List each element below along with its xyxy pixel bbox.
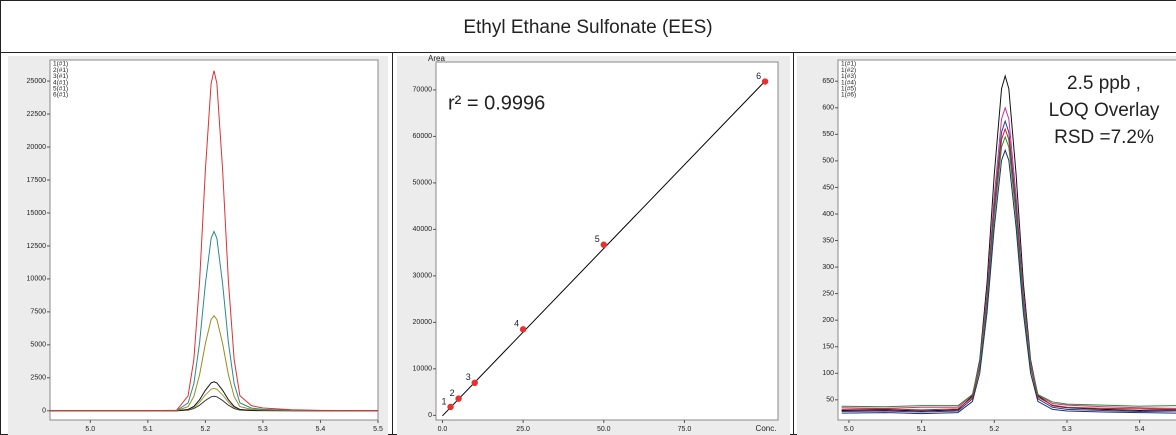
annotation: RSD =7.2% xyxy=(1054,127,1154,148)
legend-entry: 1(#4) xyxy=(841,79,856,86)
legend-entry: 1(#5) xyxy=(841,86,856,93)
trendline xyxy=(442,80,766,417)
legend-entry: 5(#1) xyxy=(53,86,68,93)
y-tick-label: 5000 xyxy=(30,342,46,349)
y-tick-label: 150 xyxy=(822,344,834,351)
x-tick-label: 5.0 xyxy=(85,426,95,433)
annotation: r² = 0.9996 xyxy=(448,92,545,114)
legend-entry: 2(#1) xyxy=(53,67,68,74)
legend-entry: 3(#1) xyxy=(53,73,68,80)
y-tick-label: 200 xyxy=(822,317,834,324)
y-tick-label: 500 xyxy=(822,158,834,165)
y-tick-label: 2500 xyxy=(30,375,46,382)
x-tick-label: 5.5 xyxy=(373,426,383,433)
x-tick-label: 75.0 xyxy=(678,426,692,433)
point-label: 4 xyxy=(514,319,519,329)
y-tick-label: 600 xyxy=(822,105,834,112)
y-tick-label: 100 xyxy=(822,370,834,377)
y-tick-label: 70000 xyxy=(413,87,433,94)
y-axis-label: Area xyxy=(428,54,445,63)
y-tick-label: 15000 xyxy=(27,210,47,217)
plot-area xyxy=(837,59,1176,421)
x-tick-label: 5.0 xyxy=(844,426,854,433)
y-tick-label: 450 xyxy=(822,184,834,191)
y-tick-label: 20000 xyxy=(27,144,47,151)
y-tick-label: 50 xyxy=(826,397,834,404)
annotation: LOQ Overlay xyxy=(1049,100,1160,121)
point-label: 6 xyxy=(756,71,761,81)
x-axis-label: Conc. xyxy=(756,424,777,433)
x-tick-label: 5.1 xyxy=(917,426,927,433)
data-point xyxy=(447,403,454,411)
y-tick-label: 12500 xyxy=(27,243,47,250)
chromatogram-line xyxy=(841,119,1176,413)
y-tick-label: 550 xyxy=(822,131,834,138)
chromatogram-line xyxy=(841,106,1176,409)
data-point xyxy=(761,78,769,85)
y-tick-label: 10000 xyxy=(27,276,47,283)
chromatogram-line xyxy=(50,230,378,412)
y-tick-label: 300 xyxy=(822,264,834,271)
y-tick-label: 650 xyxy=(822,78,834,85)
series-group xyxy=(50,70,378,412)
y-tick-label: 60000 xyxy=(413,133,433,140)
x-tick-label: 5.2 xyxy=(989,426,999,433)
plot-area xyxy=(49,59,379,421)
x-tick-label: 0.0 xyxy=(438,426,448,433)
chromatogram-line xyxy=(841,135,1176,408)
x-tick-label: 50.0 xyxy=(597,426,611,433)
x-tick-label: 5.2 xyxy=(201,426,211,433)
legend-entry: 1(#6) xyxy=(841,92,856,99)
x-tick-label: 5.3 xyxy=(1062,426,1072,433)
y-tick-label: 10000 xyxy=(413,366,433,373)
data-point xyxy=(519,326,527,333)
point-label: 2 xyxy=(450,388,455,398)
chromatogram-line xyxy=(841,127,1176,411)
legend-entry: 1(#1) xyxy=(841,61,856,68)
chromatogram-line xyxy=(841,148,1176,415)
y-tick-label: 40000 xyxy=(413,226,433,233)
y-tick-label: 22500 xyxy=(27,111,47,118)
data-point xyxy=(471,379,478,387)
y-tick-label: 50000 xyxy=(413,180,433,187)
y-tick-label: 7500 xyxy=(30,309,46,316)
annotation: 2.5 ppb , xyxy=(1067,73,1141,94)
y-tick-label: 0 xyxy=(428,412,432,419)
legend-entry: 1(#3) xyxy=(841,73,856,80)
data-point xyxy=(600,241,607,248)
x-tick-label: 5.1 xyxy=(143,426,153,433)
y-tick-label: 400 xyxy=(822,211,834,218)
y-tick-label: 17500 xyxy=(27,177,47,184)
x-tick-label: 5.4 xyxy=(316,426,326,433)
point-label: 1 xyxy=(442,396,447,406)
chromatogram-line xyxy=(50,315,378,412)
x-tick-label: 5.4 xyxy=(1135,426,1145,433)
y-tick-label: 350 xyxy=(822,237,834,244)
legend-entry: 1(#1) xyxy=(53,61,68,68)
y-tick-label: 30000 xyxy=(413,273,433,280)
x-tick-label: 25.0 xyxy=(516,426,530,433)
point-label: 5 xyxy=(595,234,600,244)
legend-entry: 1(#2) xyxy=(841,67,856,74)
y-tick-label: 20000 xyxy=(413,319,433,326)
legend-entry: 6(#1) xyxy=(53,92,68,99)
legend-entry: 4(#1) xyxy=(53,79,68,86)
y-tick-label: 250 xyxy=(822,290,834,297)
figure-title: Ethyl Ethane Sulfonate (EES) xyxy=(463,17,712,38)
x-tick-label: 5.3 xyxy=(258,426,268,433)
chromatogram-line xyxy=(50,70,378,412)
data-point xyxy=(455,395,462,402)
plot-area xyxy=(435,61,779,421)
series-group xyxy=(841,74,1176,415)
y-tick-label: 25000 xyxy=(27,78,47,85)
point-label: 3 xyxy=(466,372,471,382)
series-group xyxy=(442,78,769,417)
chromatogram-line xyxy=(50,381,378,412)
y-tick-label: 0 xyxy=(42,408,46,415)
